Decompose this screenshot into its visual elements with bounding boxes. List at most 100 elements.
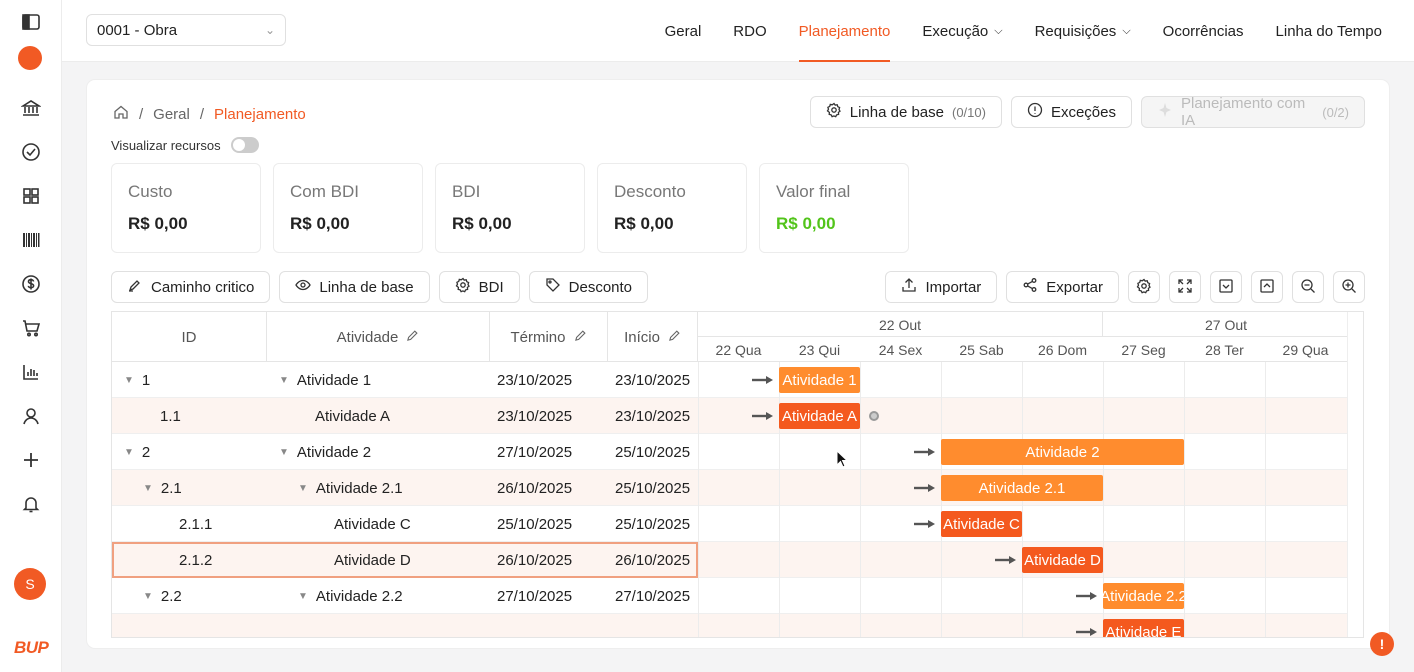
row-end: 27/10/2025 xyxy=(497,443,573,461)
nav-planejamento[interactable]: Planejamento xyxy=(798,0,890,62)
table-row[interactable]: ▼ 2.2 ▼ Atividade 2.2 27/10/2025 27/10/202… xyxy=(112,578,1363,614)
eye-icon xyxy=(295,277,312,297)
bar-chart-icon[interactable] xyxy=(19,360,43,384)
fullscreen-button[interactable] xyxy=(1169,271,1201,303)
dollar-icon[interactable] xyxy=(19,272,43,296)
baseline-view-button[interactable]: Linha de base xyxy=(279,271,430,303)
bdi-button[interactable]: BDI xyxy=(438,271,520,303)
expand-all-button[interactable] xyxy=(1210,271,1242,303)
gantt-chart: ID Atividade Término Início ▼ 1 ▼ Atividad… xyxy=(111,311,1364,638)
gantt-bar[interactable]: Atividade D xyxy=(1022,547,1103,573)
sidebar-toggle-icon[interactable] xyxy=(19,10,43,34)
row-start: 25/10/2025 xyxy=(615,443,691,461)
exceptions-button[interactable]: Exceções xyxy=(1010,96,1132,128)
check-circle-icon[interactable] xyxy=(19,140,43,164)
gantt-bar[interactable]: Atividade 2.1 xyxy=(941,475,1103,501)
user-icon[interactable] xyxy=(19,404,43,428)
stats-row: Custo R$ 0,00 Com BDI R$ 0,00 BDI R$ 0,0… xyxy=(111,163,909,253)
column-header-activity[interactable]: Atividade xyxy=(267,312,490,362)
tag-icon xyxy=(545,277,561,297)
app-logo-icon[interactable] xyxy=(18,46,42,70)
table-row[interactable]: ▼ 2.1 ▼ Atividade 2.1 26/10/2025 25/10/202… xyxy=(112,470,1363,506)
discount-button[interactable]: Desconto xyxy=(528,271,649,303)
cart-icon[interactable] xyxy=(19,316,43,340)
bank-icon[interactable] xyxy=(19,96,43,120)
nav-requisicoes[interactable]: Requisições ⌵ xyxy=(1035,0,1131,62)
table-row[interactable]: 1.1 Atividade A 23/10/2025 23/10/2025 xyxy=(112,398,1363,434)
caret-down-icon[interactable]: ▼ xyxy=(279,374,289,386)
pencil-icon[interactable] xyxy=(574,329,587,346)
gantt-bar[interactable]: Atividade 1 xyxy=(779,367,860,393)
plus-icon[interactable] xyxy=(19,448,43,472)
dependency-arrow-icon xyxy=(914,448,935,456)
caret-down-icon[interactable]: ▼ xyxy=(298,590,308,602)
id-cell: ▼ 2 xyxy=(124,434,150,470)
expand-down-icon xyxy=(1218,278,1234,297)
export-button[interactable]: Exportar xyxy=(1006,271,1119,303)
settings-button[interactable] xyxy=(1128,271,1160,303)
baseline-button[interactable]: Linha de base (0/10) xyxy=(809,96,1002,128)
nav-execucao[interactable]: Execução ⌵ xyxy=(922,0,1002,62)
column-header-id[interactable]: ID xyxy=(112,312,267,362)
column-header-start[interactable]: Início xyxy=(608,312,698,362)
barcode-icon[interactable] xyxy=(19,228,43,252)
caret-down-icon[interactable]: ▼ xyxy=(279,446,289,458)
top-actions: Linha de base (0/10) Exceções Planejamen… xyxy=(809,95,1365,129)
grid-icon[interactable] xyxy=(19,184,43,208)
link-handle[interactable] xyxy=(869,411,879,421)
week-label: 27 Out xyxy=(1204,316,1248,333)
gantt-bar[interactable]: Atividade 2.2 xyxy=(1103,583,1184,609)
nav-geral[interactable]: Geral xyxy=(664,22,702,40)
breadcrumb-geral[interactable]: Geral xyxy=(153,105,190,123)
column-header-end[interactable]: Término xyxy=(490,312,608,362)
import-button[interactable]: Importar xyxy=(885,271,998,303)
discount-label: Desconto xyxy=(568,278,633,296)
baseline-view-label: Linha de base xyxy=(319,278,414,296)
table-row[interactable]: ▼ 2 ▼ Atividade 2 27/10/2025 25/10/2025 xyxy=(112,434,1363,470)
collapse-up-icon xyxy=(1259,278,1275,297)
table-row[interactable]: 2.1.2 Atividade D 26/10/2025 26/10/2025 xyxy=(112,542,1363,578)
ai-planning-button[interactable]: Planejamento com IA (0/2) xyxy=(1141,95,1365,129)
row-end: 23/10/2025 xyxy=(497,407,573,425)
gantt-bar[interactable]: Atividade E xyxy=(1103,619,1184,637)
chevron-down-icon: ⌵ xyxy=(994,24,1003,37)
gantt-bar[interactable]: Atividade C xyxy=(941,511,1022,537)
row-end: 27/10/2025 xyxy=(497,587,573,605)
caret-down-icon[interactable]: ▼ xyxy=(143,590,153,602)
day-label: 24 Sex xyxy=(878,341,923,358)
ai-planning-label: Planejamento com IA xyxy=(1181,95,1306,129)
caret-down-icon[interactable]: ▼ xyxy=(124,374,134,386)
project-select[interactable]: 0001 - Obra ⌄ xyxy=(86,14,286,46)
gantt-bar[interactable]: Atividade 2 xyxy=(941,439,1184,465)
grid-line xyxy=(1184,362,1185,637)
vertical-scrollbar[interactable] xyxy=(1347,312,1363,637)
caret-down-icon[interactable]: ▼ xyxy=(143,482,153,494)
pencil-icon[interactable] xyxy=(668,329,681,346)
table-row[interactable]: 2.1.1 Atividade C 25/10/2025 25/10/2025 xyxy=(112,506,1363,542)
row-id: 2.1 xyxy=(160,479,182,497)
zoom-in-button[interactable] xyxy=(1333,271,1365,303)
help-button[interactable]: ! xyxy=(1370,632,1394,656)
bell-icon[interactable] xyxy=(19,492,43,516)
table-row[interactable]: ▼ 1 ▼ Atividade 1 23/10/2025 23/10/2025 xyxy=(112,362,1363,398)
user-avatar[interactable]: S xyxy=(14,568,46,600)
row-grid: 1.1 Atividade A 23/10/2025 23/10/2025 xyxy=(112,398,698,434)
zoom-out-button[interactable] xyxy=(1292,271,1324,303)
nav-rdo[interactable]: RDO xyxy=(733,22,767,40)
critical-path-button[interactable]: Caminho critico xyxy=(111,271,271,303)
row-activity: Atividade 2 xyxy=(296,443,372,461)
exceptions-button-label: Exceções xyxy=(1050,103,1116,121)
nav-linha-do-tempo[interactable]: Linha do Tempo xyxy=(1275,22,1382,40)
nav-ocorrencias[interactable]: Ocorrências xyxy=(1162,22,1244,40)
collapse-all-button[interactable] xyxy=(1251,271,1283,303)
stat-bdi: BDI R$ 0,00 xyxy=(435,163,585,253)
home-icon[interactable] xyxy=(113,104,129,124)
caret-down-icon[interactable]: ▼ xyxy=(298,482,308,494)
pencil-icon[interactable] xyxy=(406,329,419,346)
row-activity: Atividade D xyxy=(334,551,411,569)
gear-icon xyxy=(826,102,842,122)
resources-toggle[interactable] xyxy=(230,137,259,153)
table-row[interactable] xyxy=(112,614,1363,637)
caret-down-icon[interactable]: ▼ xyxy=(124,446,134,458)
gantt-bar[interactable]: Atividade A xyxy=(779,403,860,429)
